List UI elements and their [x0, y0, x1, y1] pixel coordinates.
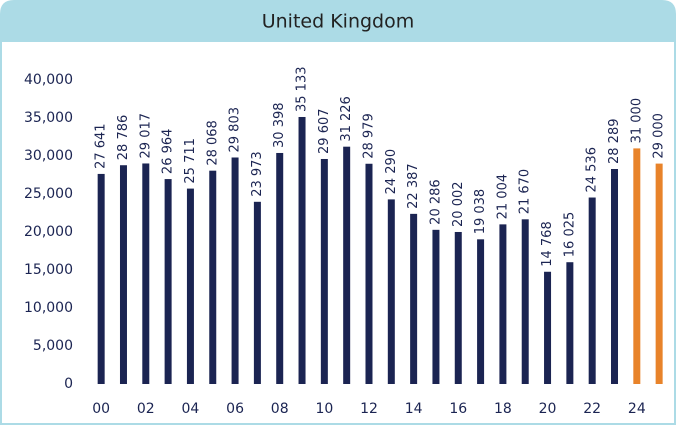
y-tick-label: 20,000 [24, 224, 73, 240]
bar [655, 163, 663, 384]
value-label: 31 000 [629, 98, 644, 144]
x-tick-label: 04 [182, 401, 200, 417]
value-label: 20 286 [428, 179, 443, 225]
value-label: 23 973 [250, 151, 265, 197]
bar [410, 213, 418, 384]
value-label: 29 017 [138, 113, 153, 159]
bar [164, 179, 172, 384]
bar [97, 173, 105, 384]
bar [611, 169, 619, 384]
x-tick-label: 16 [449, 401, 467, 417]
bar [320, 158, 328, 384]
bar [499, 224, 507, 384]
bar [521, 219, 529, 384]
bar [119, 165, 127, 384]
bar [365, 163, 373, 384]
x-tick-label: 02 [137, 401, 155, 417]
y-tick-label: 0 [64, 376, 73, 392]
value-label: 28 068 [205, 120, 220, 166]
value-label: 28 979 [361, 113, 376, 159]
value-label: 29 803 [228, 107, 243, 153]
value-label: 35 133 [295, 66, 310, 112]
y-tick-label: 40,000 [24, 72, 73, 88]
bar [231, 157, 239, 384]
x-tick-label: 22 [583, 401, 601, 417]
bar [387, 199, 395, 384]
x-tick-label: 20 [539, 401, 557, 417]
y-tick-label: 35,000 [24, 110, 73, 126]
bar [588, 197, 596, 384]
value-label: 28 289 [607, 119, 622, 165]
bar [477, 239, 485, 384]
bar [276, 152, 284, 384]
x-tick-label: 10 [315, 401, 333, 417]
x-tick-label: 18 [494, 401, 512, 417]
value-label: 25 711 [183, 138, 198, 184]
chart-title: United Kingdom [262, 11, 415, 33]
bar [186, 188, 194, 384]
bar [298, 116, 306, 384]
value-label: 16 025 [562, 212, 577, 258]
y-tick-label: 15,000 [24, 262, 73, 278]
header [1, 1, 675, 42]
x-tick-label: 06 [226, 401, 244, 417]
x-tick-label: 14 [405, 401, 423, 417]
value-label: 24 536 [585, 147, 600, 193]
bar [454, 231, 462, 384]
y-tick-label: 10,000 [24, 300, 73, 316]
value-label: 28 786 [116, 115, 131, 161]
value-label: 20 002 [451, 181, 466, 227]
bar [633, 148, 641, 384]
y-tick-label: 25,000 [24, 186, 73, 202]
bar [432, 229, 440, 384]
y-tick-label: 5,000 [33, 338, 73, 354]
value-label: 26 964 [161, 129, 176, 175]
value-label: 29 607 [317, 108, 332, 154]
bar [253, 201, 261, 384]
bar [544, 271, 552, 384]
value-label: 22 387 [406, 163, 421, 209]
x-tick-label: 24 [628, 401, 646, 417]
value-label: 19 038 [473, 189, 488, 235]
value-label: 30 398 [272, 102, 287, 148]
value-label: 21 670 [518, 169, 533, 215]
bar [142, 163, 150, 384]
value-label: 24 290 [384, 149, 399, 195]
y-tick-label: 30,000 [24, 148, 73, 164]
value-label: 31 226 [339, 96, 354, 142]
x-tick-label: 08 [271, 401, 289, 417]
value-label: 21 004 [495, 174, 510, 220]
bar [209, 170, 217, 384]
bar [343, 146, 351, 384]
value-label: 14 768 [540, 221, 555, 267]
value-label: 27 641 [94, 123, 109, 169]
bar [566, 262, 574, 384]
x-tick-label: 00 [92, 401, 110, 417]
x-tick-label: 12 [360, 401, 378, 417]
value-label: 29 000 [652, 113, 667, 159]
